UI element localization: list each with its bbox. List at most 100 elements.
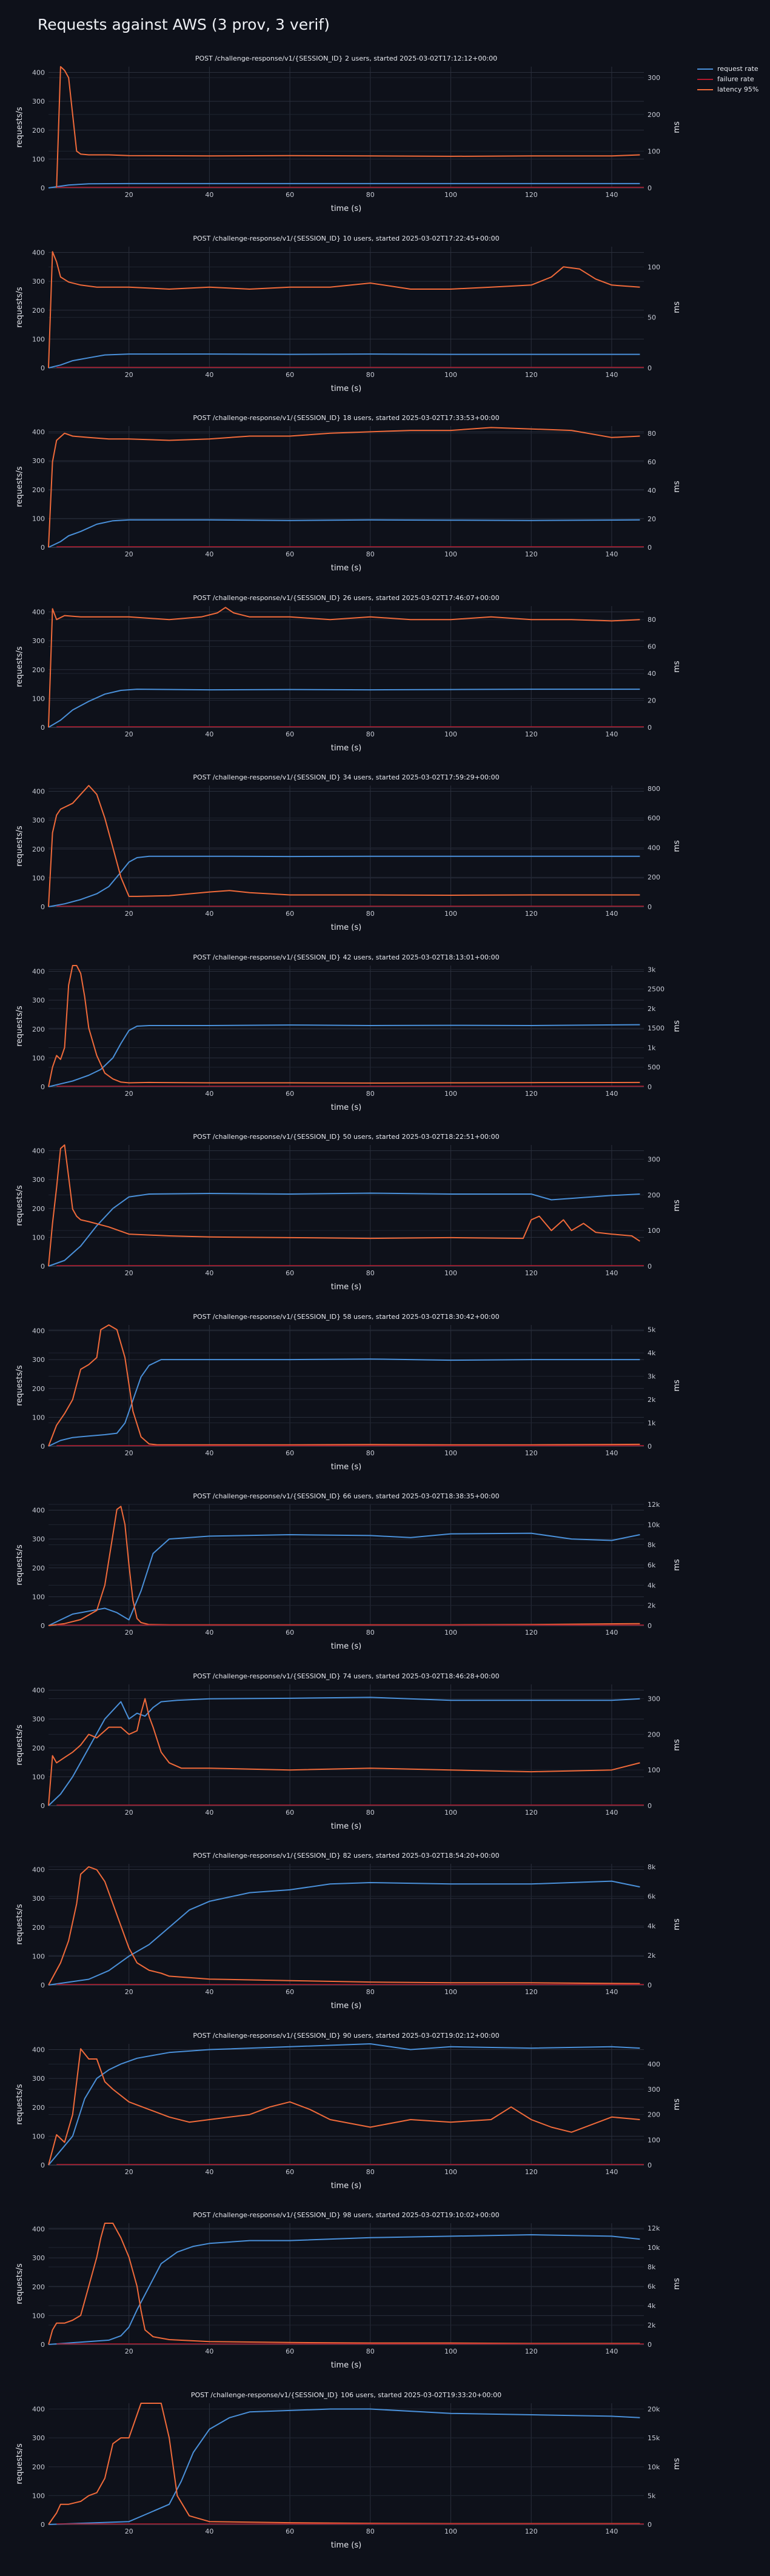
y-tick-label: 300 xyxy=(32,457,45,465)
chart-title: POST /challenge-response/v1/{SESSION_ID}… xyxy=(193,594,499,602)
x-tick-label: 120 xyxy=(525,1809,538,1817)
y-tick-label: 100 xyxy=(32,874,45,882)
y2-tick-label: 3k xyxy=(648,966,656,973)
x-tick-label: 60 xyxy=(286,910,294,918)
y-tick-label: 0 xyxy=(41,903,45,911)
x-tick-label: 120 xyxy=(525,1090,538,1098)
y2-axis-label: ms xyxy=(672,2458,681,2470)
legend-item-request-rate[interactable]: request rate xyxy=(697,64,758,74)
request-rate-line xyxy=(48,2234,640,2345)
y2-tick-label: 12k xyxy=(648,2224,660,2232)
x-tick-label: 80 xyxy=(366,1449,375,1457)
y-tick-label: 100 xyxy=(32,1773,45,1781)
x-axis-label: time (s) xyxy=(331,2541,361,2550)
x-axis-label: time (s) xyxy=(331,564,361,573)
chart-title: POST /challenge-response/v1/{SESSION_ID}… xyxy=(193,235,499,242)
y-tick-label: 300 xyxy=(32,1535,45,1543)
legend-item-failure-rate[interactable]: failure rate xyxy=(697,74,758,84)
y2-tick-label: 0 xyxy=(648,1981,652,1989)
x-tick-label: 140 xyxy=(605,1809,618,1817)
y2-tick-label: 0 xyxy=(648,2521,652,2529)
y-axis-label: requests/s xyxy=(15,287,24,328)
x-tick-label: 40 xyxy=(205,2347,213,2355)
x-tick-label: 120 xyxy=(525,2528,538,2535)
x-tick-label: 140 xyxy=(605,2168,618,2176)
legend-item-latency[interactable]: latency 95% xyxy=(697,84,758,95)
y-tick-label: 200 xyxy=(32,127,45,135)
x-tick-label: 60 xyxy=(286,2528,294,2535)
chart-title: POST /challenge-response/v1/{SESSION_ID}… xyxy=(195,55,497,62)
y-axis-label: requests/s xyxy=(15,2443,24,2484)
y-tick-label: 0 xyxy=(41,1981,45,1989)
y2-axis-label: ms xyxy=(672,1739,681,1751)
y-tick-label: 100 xyxy=(32,2312,45,2320)
y2-tick-label: 50 xyxy=(648,314,656,322)
y2-tick-label: 8k xyxy=(648,2263,656,2271)
x-tick-label: 80 xyxy=(366,2347,375,2355)
y-tick-label: 200 xyxy=(32,2463,45,2471)
y2-tick-label: 60 xyxy=(648,458,656,466)
x-tick-label: 100 xyxy=(444,1988,457,1996)
x-tick-label: 60 xyxy=(286,1269,294,1277)
x-tick-label: 60 xyxy=(286,2347,294,2355)
x-tick-label: 60 xyxy=(286,550,294,558)
y2-tick-label: 60 xyxy=(648,643,656,651)
y2-tick-label: 0 xyxy=(648,1263,652,1270)
latency-line xyxy=(48,965,640,1087)
chart-panel: POST /challenge-response/v1/{SESSION_ID}… xyxy=(15,773,681,932)
x-tick-label: 40 xyxy=(205,191,213,199)
chart-panel: POST /challenge-response/v1/{SESSION_ID}… xyxy=(15,55,681,213)
y-tick-label: 100 xyxy=(32,1233,45,1241)
chart-title: POST /challenge-response/v1/{SESSION_ID}… xyxy=(193,1133,499,1141)
x-tick-label: 60 xyxy=(286,2168,294,2176)
y-tick-label: 400 xyxy=(32,1687,45,1695)
x-axis-label: time (s) xyxy=(331,1103,361,1112)
y2-tick-label: 100 xyxy=(648,147,660,155)
y-tick-label: 100 xyxy=(32,1593,45,1601)
x-axis-label: time (s) xyxy=(331,1822,361,1831)
x-tick-label: 120 xyxy=(525,1269,538,1277)
x-axis-label: time (s) xyxy=(331,204,361,213)
x-tick-label: 100 xyxy=(444,1090,457,1098)
y2-tick-label: 0 xyxy=(648,2341,652,2349)
y-tick-label: 100 xyxy=(32,1054,45,1062)
x-tick-label: 80 xyxy=(366,910,375,918)
y2-tick-label: 300 xyxy=(648,1156,660,1164)
y-tick-label: 0 xyxy=(41,544,45,552)
legend-swatch-failure-rate xyxy=(697,78,713,80)
y-axis-label: requests/s xyxy=(15,2084,24,2125)
x-tick-label: 120 xyxy=(525,910,538,918)
x-tick-label: 100 xyxy=(444,2347,457,2355)
y2-axis-label: ms xyxy=(672,121,681,133)
y2-tick-label: 300 xyxy=(648,74,660,82)
latency-line xyxy=(56,66,640,189)
y2-tick-label: 10k xyxy=(648,2463,660,2471)
chart-panel: POST /challenge-response/v1/{SESSION_ID}… xyxy=(15,1492,681,1651)
y2-tick-label: 400 xyxy=(648,844,660,852)
chart-panel: POST /challenge-response/v1/{SESSION_ID}… xyxy=(15,2391,681,2550)
y2-tick-label: 20 xyxy=(648,515,656,523)
request-rate-line xyxy=(48,2408,640,2525)
y2-tick-label: 200 xyxy=(648,111,660,119)
y2-tick-label: 4k xyxy=(648,1581,656,1589)
legend-label-request-rate: request rate xyxy=(717,65,758,73)
x-tick-label: 100 xyxy=(444,2168,457,2176)
y-tick-label: 300 xyxy=(32,2434,45,2442)
y-tick-label: 200 xyxy=(32,1205,45,1213)
y2-tick-label: 80 xyxy=(648,430,656,438)
x-axis-label: time (s) xyxy=(331,384,361,393)
y2-tick-label: 200 xyxy=(648,1191,660,1199)
x-tick-label: 40 xyxy=(205,1269,213,1277)
chart-panel: POST /challenge-response/v1/{SESSION_ID}… xyxy=(15,1852,681,2010)
x-tick-label: 140 xyxy=(605,1269,618,1277)
latency-line xyxy=(48,251,640,369)
x-tick-label: 20 xyxy=(125,1809,133,1817)
y-axis-label: requests/s xyxy=(15,2263,24,2304)
request-rate-line xyxy=(48,2043,640,2166)
y-tick-label: 200 xyxy=(32,666,45,674)
x-tick-label: 60 xyxy=(286,1449,294,1457)
y2-tick-label: 0 xyxy=(648,1443,652,1450)
y-tick-label: 100 xyxy=(32,335,45,343)
y2-tick-label: 100 xyxy=(648,263,660,271)
